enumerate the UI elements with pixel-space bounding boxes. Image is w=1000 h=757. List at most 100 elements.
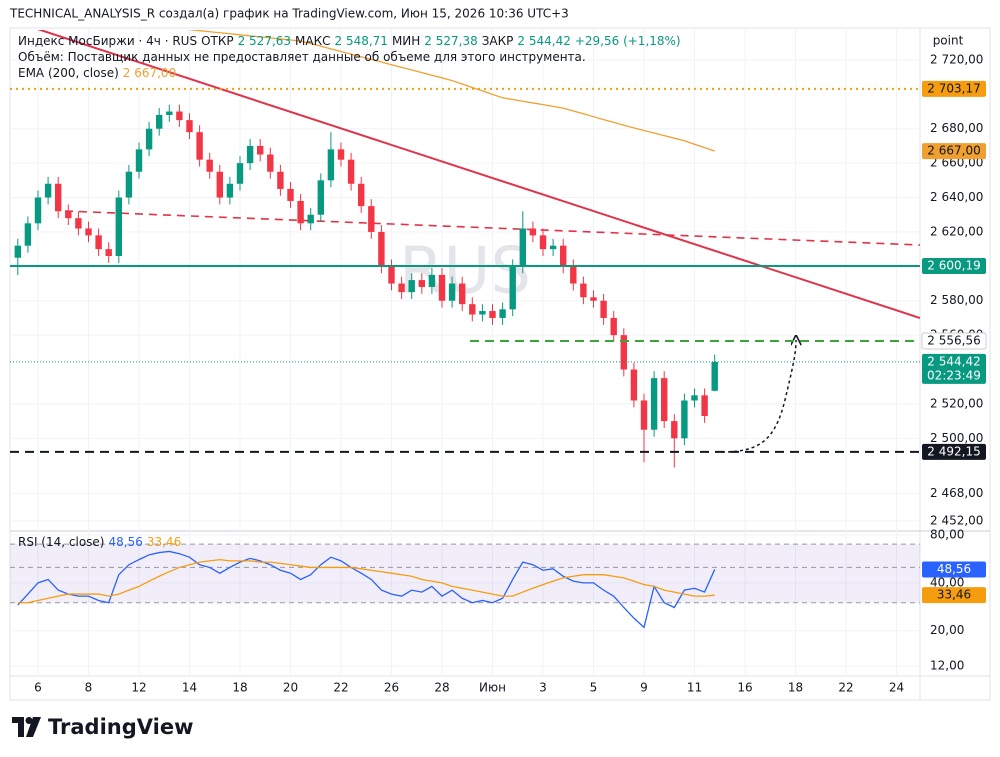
candle-body <box>105 249 112 257</box>
candle-body <box>479 311 486 315</box>
candle-body <box>539 235 547 250</box>
candle-body <box>297 200 304 224</box>
y-tick-label: 20,00 <box>930 623 964 637</box>
candle-body <box>580 283 587 298</box>
ema-value: 2 667,00 <box>122 66 177 80</box>
ema-name: EMA (200, close) <box>18 66 119 80</box>
trend-line-dashed <box>64 210 920 246</box>
ema-badge: 2 667,00 <box>927 144 980 158</box>
y-tick-label: 2 720,00 <box>930 52 983 66</box>
y-tick-label: 2 520,00 <box>930 396 983 410</box>
logo-icon <box>12 717 41 737</box>
candle-body <box>519 228 526 267</box>
level-badge-bg <box>921 332 987 350</box>
y-tick-label: 80,00 <box>930 527 964 541</box>
x-tick-label: 22 <box>838 681 853 695</box>
volume-note: Объём: Поставщик данных не предоставляет… <box>18 50 586 64</box>
candle-body <box>55 183 62 212</box>
candle-body <box>257 145 264 155</box>
candle-body <box>529 228 537 236</box>
rsi-badge-bg <box>922 587 986 604</box>
candle-body <box>277 171 284 189</box>
candle-body <box>368 206 375 232</box>
y-tick-label: 2 640,00 <box>930 190 983 204</box>
rsi-legend: RSI (14, close) 48,56 33,46 <box>18 534 185 550</box>
x-tick-label: 18 <box>788 681 803 695</box>
candle-body <box>388 266 395 284</box>
candle-body <box>125 171 133 198</box>
candle-body <box>499 309 506 318</box>
candle-body <box>570 266 577 284</box>
ohlc-label: ОТКР <box>201 34 234 48</box>
ohlc-label: МИН <box>391 34 421 48</box>
level-badge: 2 556,56 <box>927 334 980 348</box>
x-tick-label: 9 <box>640 681 648 695</box>
ohlc-value: 2 544,42 <box>517 34 571 48</box>
candle-body <box>75 218 82 229</box>
ema-line <box>186 30 715 152</box>
candle-body <box>347 159 355 184</box>
projection-arrow <box>721 340 796 453</box>
x-tick-label: 16 <box>737 681 752 695</box>
trend-line <box>37 30 920 319</box>
x-tick-label: 3 <box>539 681 547 695</box>
chart-frame <box>9 27 991 701</box>
candle-body <box>459 283 466 305</box>
price-badge: 2 544,42 <box>927 354 980 368</box>
y-tick-label: 12,00 <box>930 659 964 673</box>
candle-body <box>34 197 42 224</box>
candle-body <box>95 235 102 250</box>
candle-body <box>337 149 345 160</box>
ohlc-label: МАКС <box>295 34 331 48</box>
x-tick-label: 6 <box>34 681 42 695</box>
candle-body <box>156 114 163 129</box>
candle-body <box>358 183 365 207</box>
x-tick-label: 20 <box>283 681 298 695</box>
candle-body <box>24 223 32 246</box>
x-tick-label: 26 <box>384 681 399 695</box>
candle-body <box>398 283 405 293</box>
y-tick-label: 2 452,00 <box>930 513 983 527</box>
candle-body <box>590 297 597 301</box>
header-title: TECHNICAL_ANALYSIS_R создал(а) график на… <box>9 7 569 21</box>
candle-body <box>620 335 627 370</box>
level-badge: 2 492,15 <box>927 444 980 458</box>
legend-row: EMA (200, close) 2 667,00 <box>18 65 685 81</box>
rsi-line <box>17 558 715 604</box>
main-pane <box>10 30 920 468</box>
x-tick-label: 5 <box>590 681 598 695</box>
change: +29,56 (+1,18%) <box>574 34 681 48</box>
candle-body <box>560 245 567 267</box>
candle-body <box>176 111 183 121</box>
candle-body <box>691 395 698 401</box>
level-badge-bg <box>922 80 986 97</box>
candle-body <box>428 274 436 287</box>
candle-body <box>661 378 668 422</box>
candle-body <box>469 304 476 315</box>
candle-body <box>489 311 496 318</box>
candle-body <box>327 149 335 181</box>
x-tick-label: 18 <box>232 681 247 695</box>
candle-body <box>44 183 52 198</box>
y-tick-label: 2 620,00 <box>930 224 983 238</box>
candle-body <box>681 400 688 439</box>
candle-body <box>650 378 658 430</box>
y-tick-label: 2 580,00 <box>930 293 983 307</box>
candle-body <box>438 274 446 301</box>
candle-body <box>115 197 122 257</box>
rsi-value: 33,46 <box>146 535 182 549</box>
x-tick-label: Июн <box>479 681 506 695</box>
x-tick-label: 8 <box>85 681 93 695</box>
candle-body <box>85 228 92 236</box>
ema-badge-bg <box>922 143 986 160</box>
level-badge-bg <box>922 257 986 274</box>
candle-body <box>287 188 294 201</box>
x-tick-label: 24 <box>889 681 904 695</box>
candle-body <box>408 280 415 293</box>
candle-body <box>166 111 173 115</box>
rsi-value: 48,56 <box>108 535 143 549</box>
price-axis-unit: point <box>933 34 964 48</box>
level-badge: 2 600,19 <box>927 258 980 272</box>
